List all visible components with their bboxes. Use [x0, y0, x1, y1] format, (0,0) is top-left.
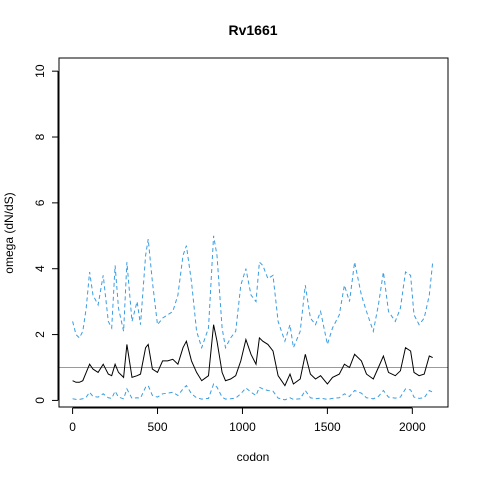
x-tick-label: 500	[148, 420, 168, 434]
y-tick-label: 8	[33, 133, 47, 140]
y-tick-label: 4	[33, 265, 47, 272]
series-line-upper	[72, 235, 434, 350]
x-axis-label: codon	[237, 450, 270, 464]
x-tick-label: 1000	[229, 420, 256, 434]
series-line-lower	[72, 383, 433, 401]
y-tick-label: 10	[33, 64, 47, 78]
plot-frame	[58, 57, 449, 408]
x-tick-label: 2000	[399, 420, 426, 434]
y-tick-label: 0	[33, 397, 47, 404]
x-tick-label: 0	[69, 420, 76, 434]
plot-area	[59, 235, 448, 401]
x-tick-label: 1500	[314, 420, 341, 434]
axes: 0 500 1000 1500 2000 0 2 4 6 8 10	[33, 64, 426, 434]
y-tick-label: 2	[33, 331, 47, 338]
y-tick-label: 6	[33, 199, 47, 206]
series-line-omega	[72, 324, 433, 387]
y-axis-label: omega (dN/dS)	[2, 192, 16, 273]
chart-title: Rv1661	[228, 22, 277, 38]
